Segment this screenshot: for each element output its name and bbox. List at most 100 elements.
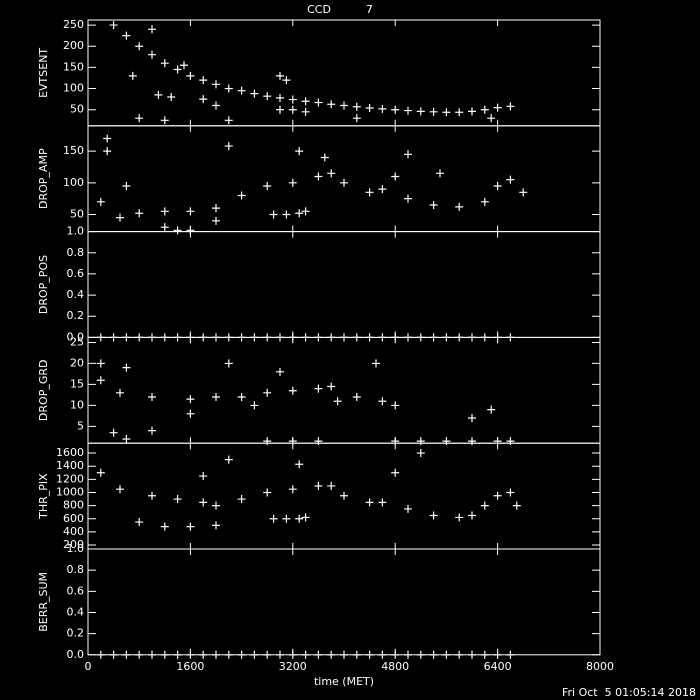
- data-point: [122, 435, 131, 444]
- data-point: [506, 650, 515, 659]
- y-tick-label: 25: [70, 335, 84, 348]
- data-point: [352, 393, 361, 402]
- y-tick-label: 0.6: [67, 584, 85, 597]
- data-point: [442, 437, 451, 446]
- data-point: [212, 101, 220, 110]
- y-axis-label: DROP_AMP: [37, 148, 50, 209]
- data-point: [186, 71, 195, 80]
- data-point: [365, 498, 374, 507]
- data-point: [493, 650, 502, 659]
- panel-frame: [87, 336, 601, 444]
- y-tick-label: 200: [63, 538, 84, 551]
- data-point: [365, 188, 374, 197]
- data-point: [365, 650, 374, 659]
- data-point: [263, 650, 272, 659]
- y-axis-label: EVTSENT: [37, 48, 50, 98]
- data-point: [480, 105, 489, 114]
- y-tick-label: 0.8: [67, 246, 85, 259]
- data-point: [263, 181, 272, 190]
- data-point: [103, 134, 112, 143]
- data-point: [116, 485, 124, 494]
- panel-frame: [87, 19, 601, 127]
- data-point: [122, 363, 131, 372]
- data-point: [455, 650, 464, 659]
- data-point: [135, 42, 144, 51]
- data-point: [122, 31, 131, 40]
- chart-title: CCD 7: [307, 3, 373, 16]
- data-point: [160, 59, 169, 68]
- y-tick-label: 50: [70, 103, 84, 116]
- data-point: [404, 650, 412, 659]
- data-point: [519, 188, 528, 197]
- data-point: [468, 437, 476, 446]
- data-point: [276, 71, 284, 80]
- data-point: [154, 90, 163, 99]
- y-axis-label: DROP_GRD: [37, 360, 50, 422]
- y-tick-label: 0.2: [67, 309, 85, 322]
- data-point: [160, 116, 169, 125]
- y-tick-label: 1.0: [67, 542, 85, 555]
- data-point: [378, 498, 387, 507]
- data-point: [480, 197, 489, 206]
- data-point: [416, 107, 425, 116]
- data-point: [96, 197, 105, 206]
- data-point: [224, 650, 233, 659]
- data-point: [506, 102, 515, 111]
- data-point: [173, 650, 182, 659]
- data-point: [263, 437, 272, 446]
- data-point: [442, 650, 451, 659]
- data-point: [237, 86, 246, 95]
- data-point: [122, 181, 131, 190]
- data-point: [186, 522, 195, 531]
- data-point: [404, 150, 412, 159]
- y-tick-label: 0.0: [67, 648, 85, 661]
- data-point: [314, 437, 323, 446]
- data-point: [180, 61, 188, 70]
- data-point: [391, 650, 400, 659]
- data-point: [455, 202, 464, 211]
- y-tick-label: 10: [70, 398, 84, 411]
- y-axis-label: DROP_POS: [37, 255, 50, 314]
- data-point: [404, 194, 412, 203]
- data-point: [295, 514, 304, 523]
- data-point: [480, 501, 489, 510]
- data-point: [442, 108, 451, 117]
- data-point: [301, 107, 310, 116]
- data-point: [224, 142, 233, 151]
- y-tick-label: 100: [63, 82, 84, 95]
- data-point: [160, 650, 169, 659]
- data-point: [487, 114, 496, 123]
- data-point: [506, 437, 515, 446]
- data-point: [212, 501, 220, 510]
- data-point: [269, 514, 278, 523]
- data-point: [429, 107, 438, 116]
- data-point: [122, 650, 131, 659]
- data-point: [96, 650, 105, 659]
- data-point: [320, 153, 329, 162]
- data-point: [212, 521, 220, 530]
- data-point: [378, 185, 387, 194]
- data-point: [301, 97, 310, 106]
- data-point: [455, 513, 464, 522]
- data-point: [212, 216, 220, 225]
- x-tick-label: 1600: [176, 660, 204, 673]
- data-point: [173, 226, 182, 235]
- y-tick-label: 1000: [56, 485, 84, 498]
- data-point: [468, 107, 476, 116]
- panel-frame: [87, 231, 601, 338]
- timestamp: Fri Oct 5 01:05:14 2018: [562, 686, 696, 699]
- data-point: [224, 116, 233, 125]
- data-point: [186, 650, 195, 659]
- data-point: [288, 650, 297, 659]
- data-point: [148, 393, 156, 402]
- data-point: [135, 114, 144, 123]
- y-tick-label: 0.0: [67, 330, 85, 343]
- y-tick-label: 1400: [56, 459, 84, 472]
- data-point: [340, 650, 348, 659]
- data-point: [378, 650, 387, 659]
- data-point: [186, 207, 195, 216]
- data-point: [333, 397, 342, 406]
- data-point: [416, 437, 425, 446]
- x-tick-label: 0: [85, 660, 92, 673]
- data-point: [301, 650, 310, 659]
